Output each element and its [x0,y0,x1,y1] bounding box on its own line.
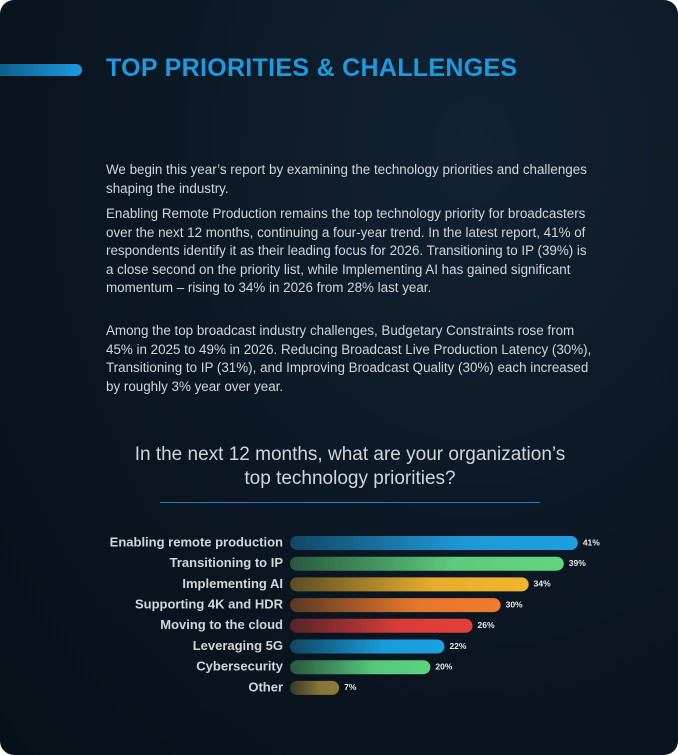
chart-title: In the next 12 months, what are your org… [134,444,566,489]
category-label: Supporting 4K and HDR [135,597,284,612]
category-label: Moving to the cloud [160,617,283,632]
paragraph: Enabling Remote Production remains the t… [106,206,587,295]
bar [290,660,431,675]
chart: Enabling remote production 41% Transitioni… [110,534,600,695]
category-label: Leveraging 5G [193,638,283,653]
paragraph: We begin this year’s report by examining… [106,162,587,196]
value-label: 22% [449,641,466,651]
bar [290,577,529,592]
category-label: Enabling remote production [110,534,283,549]
value-label: 39% [569,558,586,568]
category-label: Cybersecurity [196,659,283,674]
bar [290,680,340,695]
bar [290,639,445,654]
value-label: 34% [534,579,551,589]
bar [290,536,578,550]
category-label: Other [248,679,283,694]
paragraph: Among the top broadcast industry challen… [106,323,592,394]
category-label: Implementing AI [182,576,283,591]
value-label: 20% [435,661,452,671]
section-title: TOP PRIORITIES & CHALLENGES [106,54,518,82]
value-label: 30% [506,599,523,609]
bar [290,598,501,613]
value-label: 41% [583,537,600,547]
category-label: Transitioning to IP [170,555,284,570]
title-rule [160,502,540,503]
bar [290,556,564,571]
bar [290,618,473,633]
value-label: 26% [478,620,495,630]
accent-bar [0,64,82,76]
value-label: 7% [344,682,357,692]
